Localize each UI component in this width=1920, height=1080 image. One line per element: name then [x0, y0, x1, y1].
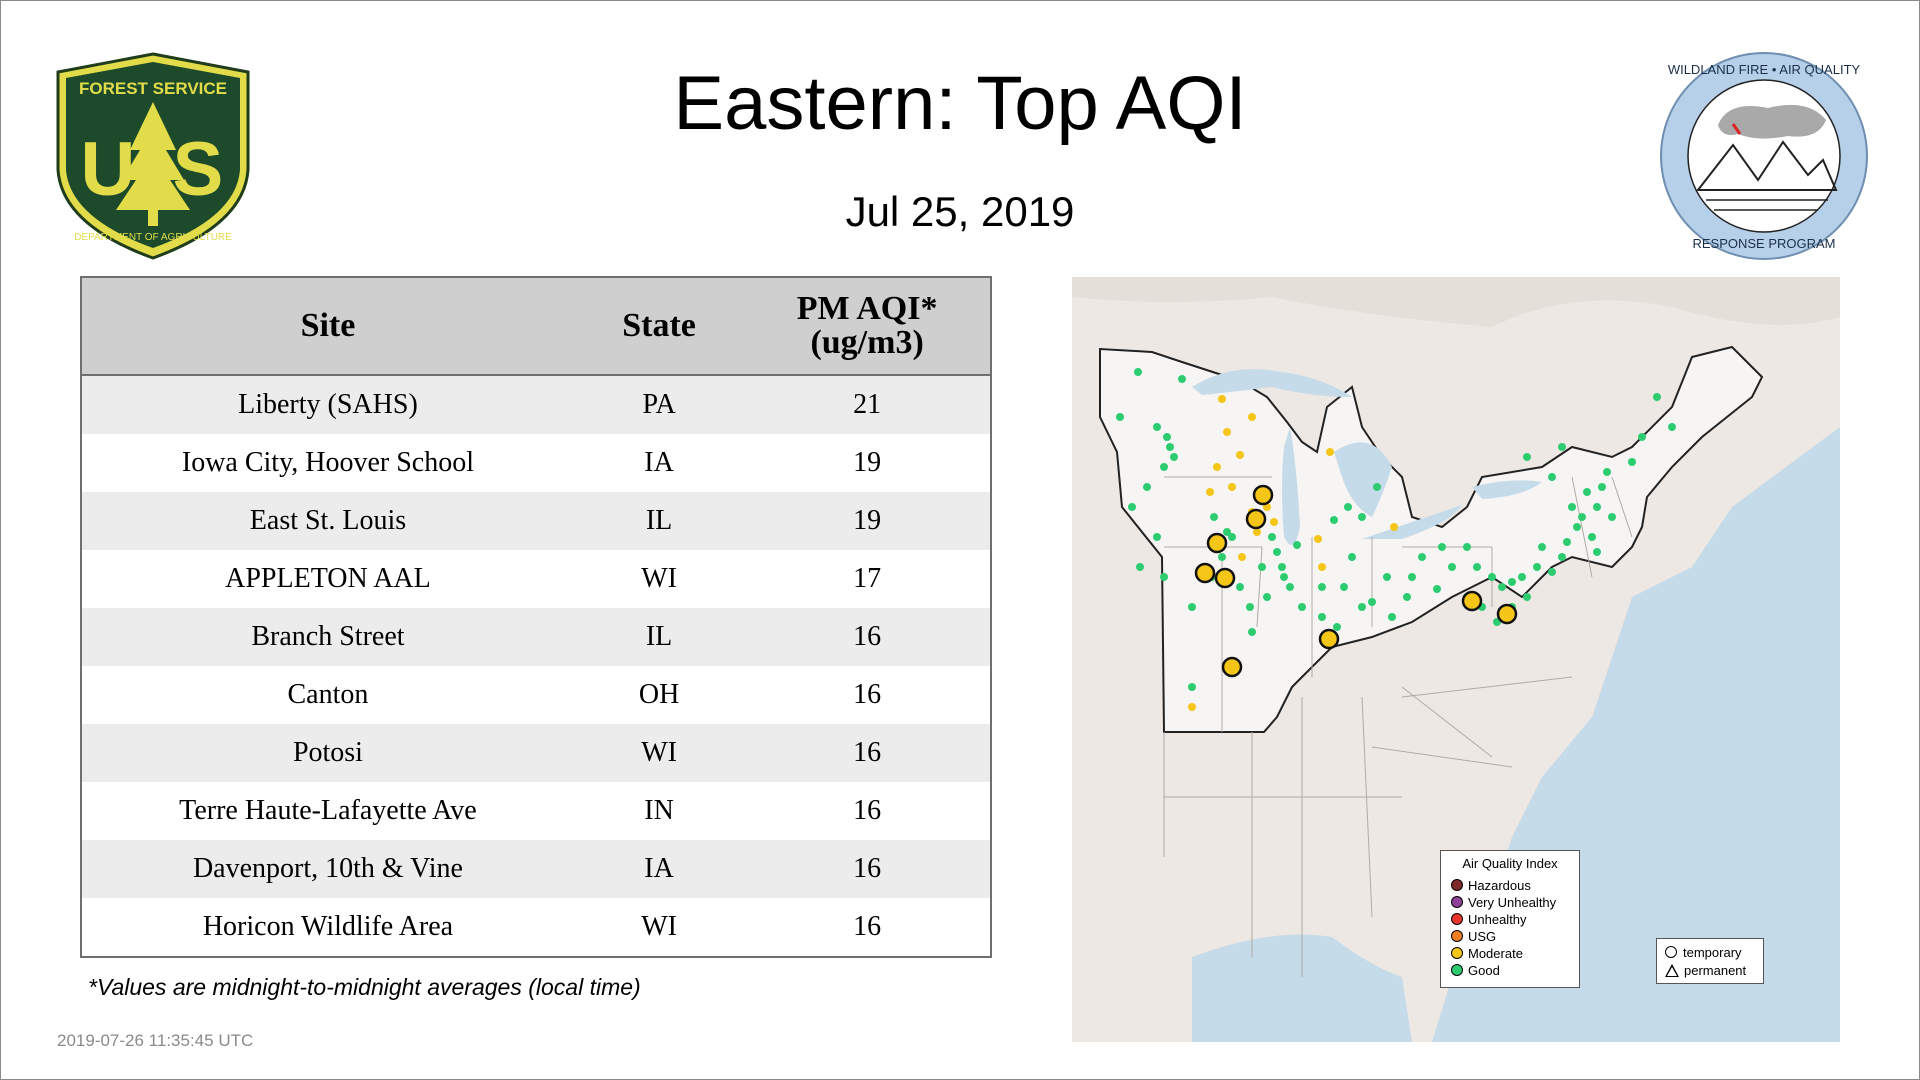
table-row: Terre Haute-Lafayette Ave IN 16 [81, 782, 991, 840]
legend-label: Unhealthy [1468, 911, 1527, 927]
cell-site: East St. Louis [81, 492, 574, 550]
legend-permanent-label: permanent [1684, 962, 1747, 978]
cell-state: IA [573, 434, 745, 492]
cell-state: IA [573, 840, 745, 898]
legend-permanent: permanent [1665, 962, 1746, 978]
cell-state: WI [573, 724, 745, 782]
cell-state: PA [573, 375, 745, 434]
cell-aqi: 16 [744, 666, 991, 724]
cell-aqi: 19 [744, 492, 991, 550]
gulf-of-mexico [1192, 934, 1412, 1042]
canada-north [1072, 277, 1840, 327]
legend-unhealthy: Unhealthy [1451, 911, 1527, 927]
state-borders [1163, 476, 1633, 977]
cell-state: IN [573, 782, 745, 840]
header-pm-aqi-line1: PM AQI* [796, 290, 938, 327]
unhealthy-swatch-icon [1451, 913, 1463, 925]
legend-label: USG [1468, 928, 1497, 944]
lake-huron [1334, 442, 1392, 517]
hazardous-swatch-icon [1451, 879, 1463, 891]
wildland-fire-air-quality-logo: WILDLAND FIRE • AIR QUALITY RESPONSE PRO… [1660, 52, 1868, 260]
cell-state: WI [573, 550, 745, 608]
moderate-swatch-icon [1451, 947, 1463, 959]
legend-label: Very Unhealthy [1468, 894, 1557, 910]
aqi-legend-title: Air Quality Index [1462, 856, 1558, 871]
aqi-map [1072, 277, 1840, 1042]
table-header-row: Site State PM AQI* (ug/m3) [81, 277, 991, 376]
eastern-region-outline [1099, 345, 1764, 733]
very-unhealthy-swatch-icon [1451, 896, 1463, 908]
cell-aqi: 16 [744, 608, 991, 666]
usfs-bottom-text: DEPARTMENT OF AGRICULTURE [74, 232, 232, 243]
legend-moderate: Moderate [1451, 945, 1523, 961]
forest-service-logo: FOREST SERVICE U S DEPARTMENT OF AGRICUL… [56, 52, 250, 260]
cell-aqi: 16 [744, 898, 991, 957]
cell-aqi: 17 [744, 550, 991, 608]
header-pm-aqi: PM AQI* (ug/m3) [744, 277, 991, 376]
wfaq-top-text: WILDLAND FIRE • AIR QUALITY [1668, 62, 1861, 77]
lake-ontario [1472, 480, 1542, 499]
triangle-icon [1665, 963, 1679, 977]
site-type-legend: temporary permanent [1656, 938, 1764, 984]
legend-good: Good [1451, 962, 1500, 978]
lake-michigan [1282, 427, 1300, 545]
legend-label: Moderate [1468, 945, 1523, 961]
header-site: Site [81, 277, 574, 376]
cell-aqi: 21 [744, 375, 991, 434]
legend-usg: USG [1451, 928, 1496, 944]
legend-temporary-label: temporary [1683, 944, 1742, 960]
cell-aqi: 19 [744, 434, 991, 492]
cell-site: APPLETON AAL [81, 550, 574, 608]
cell-state: OH [573, 666, 745, 724]
wfaq-bottom-text: RESPONSE PROGRAM [1692, 236, 1835, 251]
usfs-top-text: FOREST SERVICE [79, 79, 227, 98]
moderate-small-sites [1188, 395, 1398, 711]
good-sites [1116, 368, 1676, 691]
cell-site: Canton [81, 666, 574, 724]
cell-aqi: 16 [744, 724, 991, 782]
table-row: Davenport, 10th & Vine IA 16 [81, 840, 991, 898]
table-row: Branch Street IL 16 [81, 608, 991, 666]
cell-site: Davenport, 10th & Vine [81, 840, 574, 898]
cell-site: Liberty (SAHS) [81, 375, 574, 434]
report-date: Jul 25, 2019 [845, 188, 1075, 235]
legend-label: Hazardous [1468, 877, 1531, 893]
page-title: Eastern: Top AQI [673, 61, 1247, 146]
cell-site: Iowa City, Hoover School [81, 434, 574, 492]
cell-aqi: 16 [744, 782, 991, 840]
cell-aqi: 16 [744, 840, 991, 898]
top-aqi-table: Site State PM AQI* (ug/m3) Liberty (SAHS… [80, 276, 992, 958]
usg-swatch-icon [1451, 930, 1463, 942]
generated-timestamp: 2019-07-26 11:35:45 UTC [57, 1031, 254, 1050]
table-footnote: *Values are midnight-to-midnight average… [88, 974, 641, 1000]
cell-site: Branch Street [81, 608, 574, 666]
table-row: Horicon Wildlife Area WI 16 [81, 898, 991, 957]
legend-very-unhealthy: Very Unhealthy [1451, 894, 1556, 910]
cell-state: IL [573, 492, 745, 550]
top-aqi-sites [1194, 484, 1518, 678]
legend-hazardous: Hazardous [1451, 877, 1531, 893]
header-pm-aqi-line2: (ug/m3) [810, 324, 924, 361]
legend-temporary: temporary [1665, 944, 1742, 960]
cell-state: IL [573, 608, 745, 666]
cell-site: Horicon Wildlife Area [81, 898, 574, 957]
cell-site: Potosi [81, 724, 574, 782]
table-row: Potosi WI 16 [81, 724, 991, 782]
lake-erie [1362, 505, 1462, 539]
header-state: State [573, 277, 745, 376]
legend-label: Good [1468, 962, 1500, 978]
cell-site: Terre Haute-Lafayette Ave [81, 782, 574, 840]
table-row: East St. Louis IL 19 [81, 492, 991, 550]
table-row: Liberty (SAHS) PA 21 [81, 375, 991, 434]
table-row: APPLETON AAL WI 17 [81, 550, 991, 608]
lake-superior [1192, 369, 1352, 397]
aqi-legend: Air Quality Index Hazardous Very Unhealt… [1440, 850, 1580, 988]
circle-icon [1665, 946, 1677, 958]
table-row: Iowa City, Hoover School IA 19 [81, 434, 991, 492]
cell-state: WI [573, 898, 745, 957]
good-swatch-icon [1451, 964, 1463, 976]
table-row: Canton OH 16 [81, 666, 991, 724]
